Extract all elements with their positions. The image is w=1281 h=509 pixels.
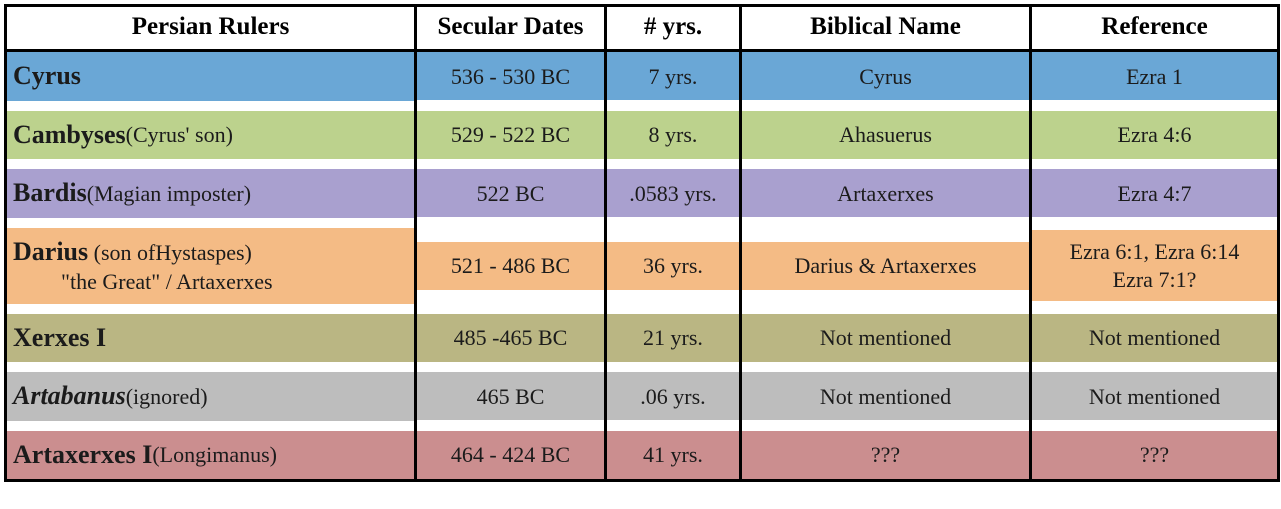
row-spacer — [6, 304, 1279, 314]
table-row: Artabanus (ignored)465 BC.06 yrs.Not men… — [6, 372, 1279, 421]
ruler-name: Darius — [13, 237, 88, 266]
ruler-note: (Longimanus) — [152, 441, 277, 469]
cell-dates: 522 BC — [417, 169, 604, 217]
ruler-note: (ignored) — [126, 383, 208, 411]
col-header-ruler: Persian Rulers — [6, 6, 416, 51]
cell-yrs: 36 yrs. — [607, 242, 739, 290]
cell-yrs: 41 yrs. — [607, 431, 739, 479]
col-header-biblical: Biblical Name — [741, 6, 1031, 51]
ruler-name: Xerxes I — [13, 322, 106, 355]
col-header-reference: Reference — [1031, 6, 1279, 51]
cell-biblical: Ahasuerus — [742, 111, 1029, 159]
cell-yrs: .0583 yrs. — [607, 169, 739, 217]
cell-reference: Not mentioned — [1032, 372, 1277, 420]
ruler-note: (Magian imposter) — [87, 180, 251, 208]
row-spacer — [6, 101, 1279, 111]
cell-dates: 521 - 486 BC — [417, 242, 604, 290]
cell-biblical: Darius & Artaxerxes — [742, 242, 1029, 290]
ruler-name: Cyrus — [13, 60, 81, 93]
cell-yrs: .06 yrs. — [607, 372, 739, 420]
cell-dates: 465 BC — [417, 372, 604, 420]
row-spacer — [6, 218, 1279, 228]
cell-dates: 485 -465 BC — [417, 314, 604, 362]
cell-dates: 464 - 424 BC — [417, 431, 604, 479]
row-spacer — [6, 362, 1279, 372]
cell-yrs: 8 yrs. — [607, 111, 739, 159]
cell-biblical: Not mentioned — [742, 372, 1029, 420]
persian-rulers-table: Persian Rulers Secular Dates # yrs. Bibl… — [4, 4, 1280, 482]
ruler-name: Cambyses — [13, 119, 126, 152]
table-row: Xerxes I485 -465 BC21 yrs.Not mentionedN… — [6, 314, 1279, 363]
col-header-dates: Secular Dates — [416, 6, 606, 51]
cell-reference: Ezra 6:1, Ezra 6:14Ezra 7:1? — [1032, 230, 1277, 301]
ruler-name: Artaxerxes I — [13, 439, 152, 472]
ruler-subtitle: "the Great" / Artaxerxes — [13, 268, 273, 296]
col-header-yrs: # yrs. — [606, 6, 741, 51]
table-row: Cambyses (Cyrus' son) 529 - 522 BC8 yrs.A… — [6, 111, 1279, 160]
cell-reference: Not mentioned — [1032, 314, 1277, 362]
cell-yrs: 21 yrs. — [607, 314, 739, 362]
row-spacer — [6, 421, 1279, 431]
cell-biblical: Not mentioned — [742, 314, 1029, 362]
ruler-note: (son ofHystaspes) — [88, 240, 252, 265]
cell-yrs: 7 yrs. — [607, 52, 739, 100]
row-spacer — [6, 159, 1279, 169]
cell-biblical: Artaxerxes — [742, 169, 1029, 217]
cell-reference: Ezra 4:6 — [1032, 111, 1277, 159]
ruler-note: (Cyrus' son) — [126, 121, 233, 149]
cell-reference: ??? — [1032, 431, 1277, 479]
ruler-name: Artabanus — [13, 380, 126, 413]
table-row: Cyrus536 - 530 BC7 yrs.CyrusEzra 1 — [6, 51, 1279, 101]
cell-dates: 529 - 522 BC — [417, 111, 604, 159]
table-row: Darius (son ofHystaspes) "the Great" / Ar… — [6, 228, 1279, 304]
cell-reference: Ezra 1 — [1032, 52, 1277, 100]
cell-biblical: Cyrus — [742, 52, 1029, 100]
table-row: Bardis (Magian imposter) 522 BC.0583 yrs.… — [6, 169, 1279, 218]
header-row: Persian Rulers Secular Dates # yrs. Bibl… — [6, 6, 1279, 51]
cell-biblical: ??? — [742, 431, 1029, 479]
cell-dates: 536 - 530 BC — [417, 52, 604, 100]
cell-reference: Ezra 4:7 — [1032, 169, 1277, 217]
ruler-name: Bardis — [13, 177, 87, 210]
table-row: Artaxerxes I (Longimanus) 464 - 424 BC41 … — [6, 431, 1279, 481]
